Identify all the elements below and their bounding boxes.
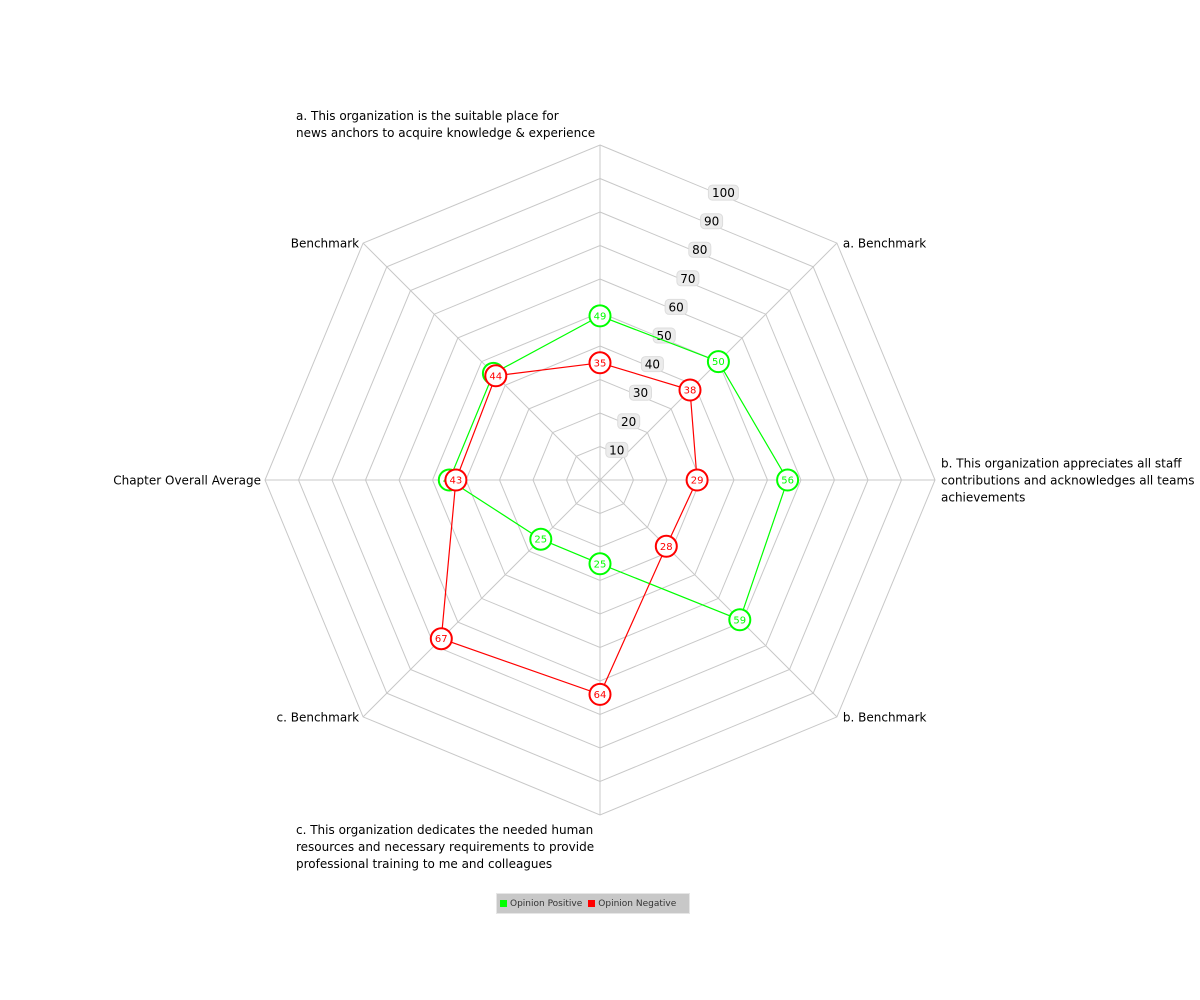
axis-label-6-line-0: Chapter Overall Average bbox=[113, 474, 261, 488]
tick-label-bg bbox=[688, 241, 712, 258]
axis-label-1-line-0: a. Benchmark bbox=[843, 237, 926, 251]
axis-label-7-line-0: Benchmark bbox=[291, 237, 359, 251]
series-line bbox=[448, 315, 789, 621]
axis-label-2-line-0: b. This organization appreciates all sta… bbox=[941, 457, 1182, 471]
legend-item-positive: Opinion Positive bbox=[500, 899, 582, 909]
tick-label-bg bbox=[700, 213, 724, 230]
data-point bbox=[678, 378, 702, 402]
data-label: 25 bbox=[534, 535, 547, 546]
grid-spoke bbox=[599, 479, 838, 718]
axis-label-3-line-0: b. Benchmark bbox=[843, 710, 927, 724]
data-label: 64 bbox=[594, 690, 607, 701]
axis-label-5-line-0: c. Benchmark bbox=[277, 710, 360, 724]
tick-label: 40 bbox=[645, 358, 660, 372]
tick-label: 10 bbox=[609, 443, 624, 457]
data-label: 28 bbox=[660, 542, 673, 553]
legend-item-negative: Opinion Negative bbox=[588, 899, 676, 909]
tick-label-bg bbox=[640, 356, 664, 373]
grid-spoke bbox=[362, 242, 601, 481]
data-point bbox=[429, 627, 453, 651]
legend: Opinion Positive Opinion Negative bbox=[496, 893, 690, 914]
axis-labels: a. This organization is the suitable pla… bbox=[113, 109, 1194, 871]
tick-label-bg bbox=[605, 441, 629, 458]
data-point bbox=[484, 364, 508, 388]
data-label: 44 bbox=[489, 371, 502, 382]
grid-spoke bbox=[362, 479, 601, 718]
data-point bbox=[588, 552, 612, 576]
tick-label-bg bbox=[664, 298, 688, 315]
tick-label: 90 bbox=[704, 215, 719, 229]
axis-label-4-line-2: professional training to me and colleagu… bbox=[296, 857, 552, 871]
radial-ticks: 10 20 30 40 50 60 70 80 90 100 bbox=[605, 184, 739, 458]
data-point bbox=[588, 304, 612, 328]
data-point bbox=[776, 468, 800, 492]
series-1: 35 38 29 28 64 67 43 44 bbox=[429, 351, 709, 706]
data-point bbox=[685, 468, 709, 492]
tick-label: 100 bbox=[712, 186, 735, 200]
axis-label-0-line-0: a. This organization is the suitable pla… bbox=[296, 109, 559, 123]
data-label: 29 bbox=[691, 476, 704, 487]
data-point bbox=[588, 351, 612, 375]
tick-label-bg bbox=[617, 413, 641, 430]
axis-label-0-line-1: news anchors to acquire knowledge & expe… bbox=[296, 126, 595, 140]
data-point bbox=[588, 682, 612, 706]
legend-swatch-positive bbox=[500, 900, 507, 907]
data-point bbox=[444, 468, 468, 492]
data-label: 43 bbox=[450, 476, 463, 487]
tick-label: 80 bbox=[692, 243, 707, 257]
tick-label: 70 bbox=[680, 272, 695, 286]
tick-label-bg bbox=[652, 327, 676, 344]
tick-label: 20 bbox=[621, 415, 636, 429]
axis-label-2-line-1: contributions and acknowledges all teams bbox=[941, 474, 1194, 488]
data-label: 25 bbox=[594, 559, 607, 570]
series-layer: 49505659252545453538292864674344 bbox=[429, 304, 800, 706]
data-label: 38 bbox=[684, 386, 697, 397]
data-label: 67 bbox=[435, 634, 448, 645]
data-point bbox=[728, 608, 752, 632]
series-line bbox=[440, 362, 698, 696]
axis-label-4-line-0: c. This organization dedicates the neede… bbox=[296, 823, 593, 837]
axis-label-2-line-2: achievements bbox=[941, 491, 1025, 505]
tick-label-bg bbox=[676, 270, 700, 287]
legend-swatch-negative bbox=[588, 900, 596, 907]
tick-label: 60 bbox=[668, 300, 683, 314]
tick-label-bg bbox=[629, 384, 652, 401]
data-label: 49 bbox=[594, 311, 607, 322]
data-point bbox=[654, 534, 678, 558]
data-label: 59 bbox=[733, 615, 746, 626]
legend-label-positive: Opinion Positive bbox=[510, 898, 583, 909]
data-point bbox=[706, 350, 730, 374]
data-label: 50 bbox=[712, 357, 725, 368]
data-label: 56 bbox=[781, 476, 794, 487]
axis-label-4-line-1: resources and necessary requirements to … bbox=[296, 840, 594, 854]
data-label: 35 bbox=[594, 358, 607, 369]
radar-grid bbox=[264, 144, 936, 816]
tick-label-bg bbox=[707, 184, 739, 201]
data-point bbox=[529, 527, 553, 551]
legend-label-negative: Opinion Negative bbox=[598, 898, 677, 909]
tick-label: 30 bbox=[633, 386, 648, 400]
